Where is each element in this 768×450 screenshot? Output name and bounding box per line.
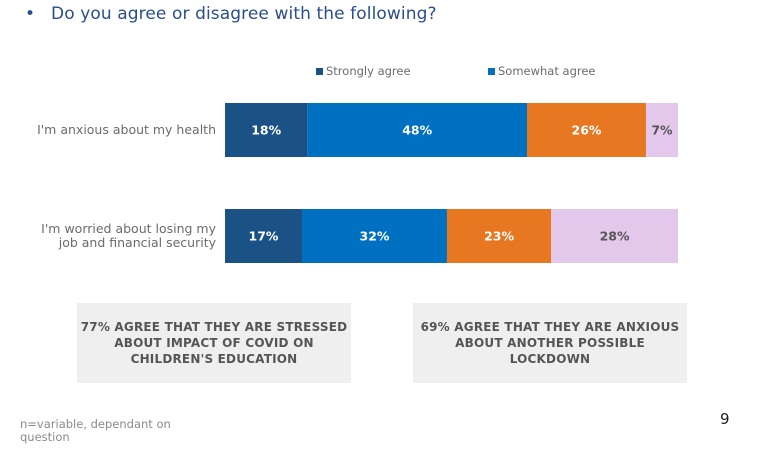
data-label: 32% (360, 229, 390, 244)
data-label: 28% (600, 229, 630, 244)
category-label-line: I'm anxious about my health (37, 122, 216, 137)
bar-segment (446, 209, 552, 263)
legend-swatch-icon (488, 67, 495, 75)
data-label: 48% (402, 123, 432, 138)
bar-segment (307, 103, 527, 157)
callout-line: CHILDREN'S EDUCATION (130, 352, 298, 366)
bar-segment (645, 103, 678, 157)
data-label: 7% (651, 123, 673, 138)
category-label-line: I'm worried about losing my (41, 221, 216, 236)
legend-swatch-icon (316, 67, 323, 75)
legend-label: Somewhat agree (498, 64, 596, 78)
bar-segment (527, 103, 646, 157)
legend-item-strongly-agree: Strongly agree (316, 64, 411, 78)
category-label-health: I'm anxious about my health (37, 123, 216, 137)
callout-line: ABOUT IMPACT OF COVID ON (114, 336, 314, 350)
callout-line: 77% AGREE THAT THEY ARE STRESSED (80, 320, 348, 334)
slide-title-text: Do you agree or disagree with the follow… (51, 4, 437, 24)
data-label: 26% (572, 123, 602, 138)
category-label-line: job and financial security (58, 235, 216, 250)
slide-title: • Do you agree or disagree with the follo… (25, 4, 437, 24)
bar-segment (302, 209, 447, 263)
callout-box-lockdown: 69% AGREE THAT THEY ARE ANXIOUS ABOUT AN… (413, 303, 687, 383)
data-label: 18% (251, 123, 281, 138)
bar-segment (225, 209, 303, 263)
callout-line: ABOUT ANOTHER POSSIBLE LOCKDOWN (455, 336, 645, 366)
category-label-job: I'm worried about losing my job and fina… (41, 222, 216, 250)
legend-item-somewhat-agree: Somewhat agree (488, 64, 596, 78)
bar-segment (551, 209, 678, 263)
callout-box-education: 77% AGREE THAT THEY ARE STRESSED ABOUT I… (77, 303, 351, 383)
legend-label: Strongly agree (326, 64, 411, 78)
page-number: 9 (720, 410, 730, 428)
bullet-icon: • (25, 4, 36, 24)
footnote: n=variable, dependant on question (20, 417, 171, 444)
callout-line: 69% AGREE THAT THEY ARE ANXIOUS (420, 320, 680, 334)
data-label: 17% (249, 229, 279, 244)
bar-segment (225, 103, 308, 157)
data-label: 23% (484, 229, 514, 244)
stacked-bar-chart: 18% 48% 26% 7% 17% 32% 23% 28% (225, 103, 678, 263)
